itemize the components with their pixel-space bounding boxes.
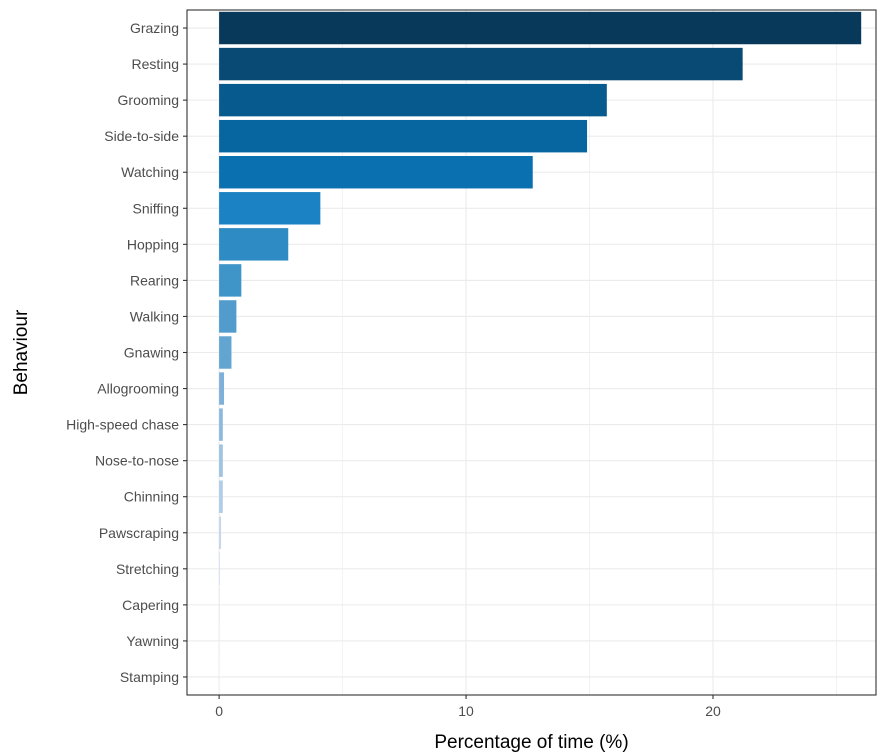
y-tick-label: Capering — [122, 597, 179, 613]
bar-grazing — [219, 11, 862, 45]
bar-watching — [219, 156, 533, 189]
y-tick-label: Hopping — [127, 236, 179, 252]
y-tick-label: Nose-to-nose — [95, 453, 179, 469]
bar-high-speed-chase — [219, 408, 223, 441]
y-tick-label: Rearing — [130, 272, 179, 288]
bar-resting — [219, 47, 743, 81]
y-tick-label: Stamping — [120, 669, 179, 685]
y-tick-label: Watching — [121, 164, 179, 180]
x-tick-label: 10 — [458, 703, 474, 719]
y-tick-label: Stretching — [116, 561, 179, 577]
bar-allogrooming — [219, 372, 225, 405]
bar-pawscraping — [219, 516, 222, 549]
x-axis-title: Percentage of time (%) — [434, 732, 628, 753]
x-tick-label: 20 — [705, 703, 721, 719]
y-tick-label: Resting — [132, 56, 179, 72]
bar-gnawing — [219, 336, 232, 369]
y-tick-label: Pawscraping — [99, 525, 179, 541]
y-tick-label: Chinning — [124, 489, 179, 505]
y-axis-ticks: Grazing Resting Grooming Side-to-side Watchi… — [66, 20, 187, 685]
y-axis-title: Behaviour — [11, 309, 32, 395]
bar-grooming — [219, 83, 607, 117]
bar-stretching — [219, 552, 220, 586]
x-tick-label: 0 — [215, 703, 223, 719]
bar-nose-to-nose — [219, 444, 223, 477]
x-axis-ticks: 0 10 20 — [215, 695, 721, 719]
y-tick-label: Side-to-side — [104, 128, 179, 144]
bars — [219, 11, 862, 694]
bar-hopping — [219, 228, 289, 261]
y-tick-label: Yawning — [126, 633, 179, 649]
y-tick-label: Grazing — [130, 20, 179, 36]
bar-sniffing — [219, 192, 321, 225]
y-tick-label: Grooming — [118, 92, 179, 108]
y-tick-label: Walking — [130, 308, 179, 324]
bar-chinning — [219, 480, 223, 513]
bar-rearing — [219, 264, 242, 297]
bar-side-to-side — [219, 119, 588, 153]
y-tick-label: Sniffing — [133, 200, 179, 216]
y-tick-label: High-speed chase — [66, 417, 179, 433]
y-tick-label: Gnawing — [124, 345, 179, 361]
y-tick-label: Allogrooming — [97, 381, 179, 397]
bar-walking — [219, 300, 237, 333]
